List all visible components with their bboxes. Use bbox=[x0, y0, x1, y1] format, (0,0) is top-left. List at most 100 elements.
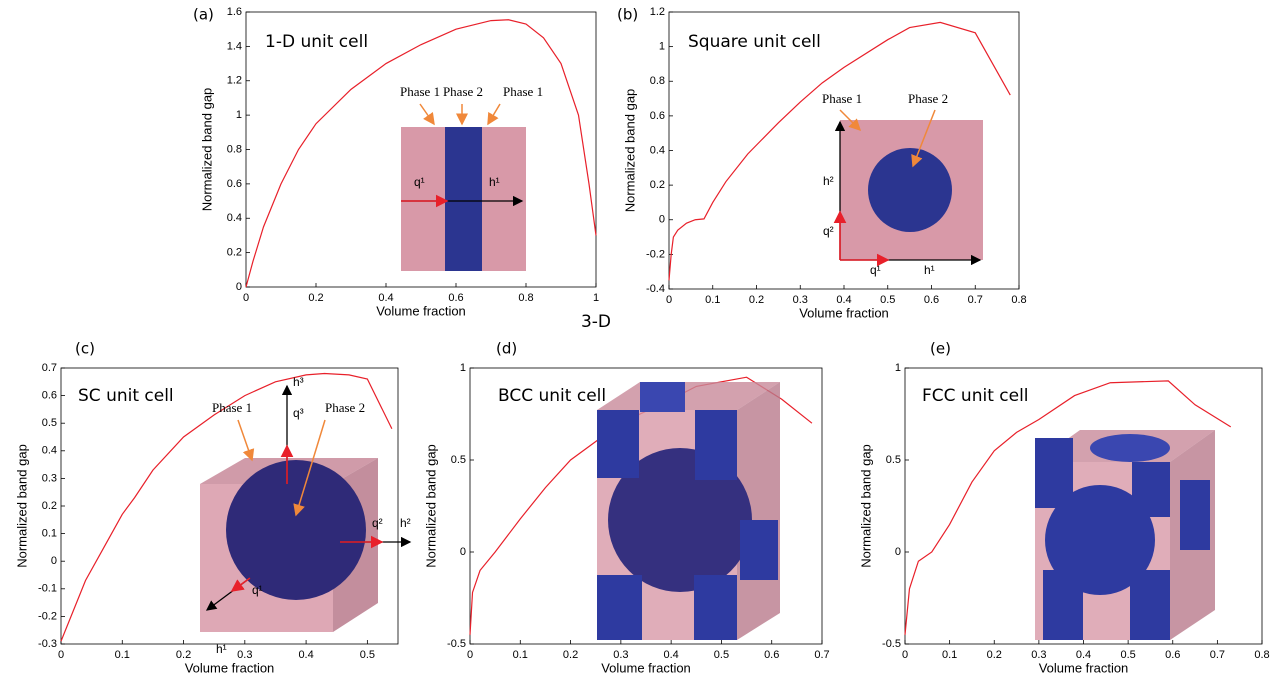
x-tick-label: 0.2 bbox=[749, 294, 764, 306]
y-axis-label: Normalized band gap bbox=[858, 444, 873, 568]
x-axis-label: Volume fraction bbox=[799, 305, 889, 320]
inset-label: q¹ bbox=[252, 583, 263, 597]
inset-a: Phase 1 Phase 2 Phase 1 q¹ h¹ bbox=[400, 84, 543, 271]
inset-d bbox=[597, 382, 780, 640]
x-tick-label: 0.6 bbox=[764, 649, 779, 661]
y-tick-label: -0.3 bbox=[38, 638, 57, 650]
x-tick-label: 0 bbox=[902, 649, 908, 661]
inset-label: q¹ bbox=[414, 175, 425, 189]
x-tick-label: 0.4 bbox=[378, 292, 393, 304]
inset-b: Phase 1 Phase 2 h² q² q¹ h¹ bbox=[822, 91, 983, 277]
inset-label: h² bbox=[400, 516, 411, 530]
x-tick-label: 0.4 bbox=[1076, 649, 1091, 661]
y-tick-label: -0.5 bbox=[447, 638, 466, 650]
x-tick-label: 0.4 bbox=[663, 649, 678, 661]
x-tick-label: 0.3 bbox=[237, 649, 252, 661]
panel-title: SC unit cell bbox=[78, 386, 174, 406]
y-tick-label: 1 bbox=[236, 109, 242, 121]
inset-label: Phase 1 bbox=[503, 84, 543, 99]
data-line bbox=[60, 372, 393, 642]
data-line bbox=[469, 376, 813, 635]
inset-label: h² bbox=[823, 174, 834, 188]
y-tick-label: 0.6 bbox=[42, 390, 57, 402]
y-tick-label: 0.5 bbox=[886, 454, 901, 466]
x-tick-label: 0.1 bbox=[115, 649, 130, 661]
x-tick-label: 0.5 bbox=[1120, 649, 1135, 661]
data-line bbox=[668, 21, 1011, 281]
inset-label: h¹ bbox=[924, 263, 935, 277]
inset-label: Phase 1 bbox=[400, 84, 440, 99]
panel: 0 0.2 0.4 0.6 0.8 1 0 0.2 0.4 0.6 0.8 1 1.2 1.4 1.6 Vol… bbox=[193, 6, 599, 319]
y-tick-label: 0.2 bbox=[42, 500, 57, 512]
x-tick-label: 0.1 bbox=[705, 294, 720, 306]
x-tick-label: 0.6 bbox=[924, 294, 939, 306]
y-tick-label: 1.6 bbox=[227, 6, 242, 18]
y-tick-label: 0.4 bbox=[650, 144, 665, 156]
y-tick-label: 0.5 bbox=[42, 417, 57, 429]
panel: 0 0.1 0.2 0.3 0.4 0.5 -0.3 -0.2 -0.1 0 0.1 0.2 0.3 0.… bbox=[14, 340, 399, 675]
x-tick-label: 0.7 bbox=[814, 649, 829, 661]
panel: 0 0.1 0.2 0.3 0.4 0.5 0.6 0.7 0.8 -0.4 -0.2 0 0.2 0.4… bbox=[617, 6, 1027, 321]
x-tick-label: 0.5 bbox=[880, 294, 895, 306]
inset-label: Phase 2 bbox=[908, 91, 948, 106]
panel-title: FCC unit cell bbox=[922, 386, 1029, 406]
y-tick-label: 1 bbox=[895, 362, 901, 374]
y-tick-label: 0.2 bbox=[650, 179, 665, 191]
x-tick-label: 0.8 bbox=[1254, 649, 1269, 661]
x-tick-label: 0.8 bbox=[518, 292, 533, 304]
y-tick-label: 0 bbox=[460, 546, 466, 558]
inset-label: q³ bbox=[293, 406, 304, 420]
x-axis-label: Volume fraction bbox=[185, 660, 275, 675]
y-tick-label: 0.1 bbox=[42, 528, 57, 540]
y-tick-label: 0 bbox=[659, 214, 665, 226]
x-tick-label: 0.2 bbox=[987, 649, 1002, 661]
x-tick-label: 0.4 bbox=[298, 649, 313, 661]
y-tick-label: 0.4 bbox=[227, 212, 242, 224]
x-tick-label: 0.4 bbox=[836, 294, 851, 306]
panel-label: (a) bbox=[193, 6, 214, 24]
y-tick-label: 0.7 bbox=[42, 362, 57, 374]
y-tick-label: 0 bbox=[895, 546, 901, 558]
inset-label: Phase 2 bbox=[443, 84, 483, 99]
panel-title: 1-D unit cell bbox=[265, 32, 368, 52]
x-tick-label: 0.7 bbox=[968, 294, 983, 306]
y-tick-label: 1 bbox=[659, 41, 665, 53]
x-tick-label: 0 bbox=[243, 292, 249, 304]
x-axis-label: Volume fraction bbox=[601, 660, 691, 675]
x-tick-label: 0 bbox=[666, 294, 672, 306]
inset-label: q² bbox=[372, 516, 383, 530]
x-tick-label: 0.6 bbox=[448, 292, 463, 304]
x-tick-label: 1 bbox=[593, 292, 599, 304]
y-tick-label: 0 bbox=[236, 281, 242, 293]
y-axis-label: Normalized band gap bbox=[622, 89, 637, 213]
y-tick-label: 1.4 bbox=[227, 40, 242, 52]
inset-label: h¹ bbox=[489, 175, 500, 189]
inset-label: Phase 2 bbox=[325, 400, 365, 415]
x-tick-label: 0.1 bbox=[513, 649, 528, 661]
y-tick-label: 0.5 bbox=[451, 454, 466, 466]
panel-label: (b) bbox=[617, 6, 638, 24]
x-tick-label: 0 bbox=[58, 649, 64, 661]
x-tick-label: 0.3 bbox=[793, 294, 808, 306]
y-tick-label: 0.8 bbox=[227, 143, 242, 155]
y-tick-label: 0 bbox=[51, 555, 57, 567]
x-tick-label: 0.7 bbox=[1210, 649, 1225, 661]
x-tick-label: 0.3 bbox=[1031, 649, 1046, 661]
y-axis-label: Normalized band gap bbox=[14, 444, 29, 568]
inset-c: Phase 1 Phase 2 h³ q³ q² h² q¹ h¹ bbox=[200, 375, 412, 656]
data-line bbox=[245, 19, 597, 288]
panel-label: (d) bbox=[496, 340, 517, 358]
inset-label: Phase 1 bbox=[822, 91, 862, 106]
x-tick-label: 0.2 bbox=[308, 292, 323, 304]
y-tick-label: -0.2 bbox=[646, 248, 665, 260]
y-tick-label: 1.2 bbox=[227, 75, 242, 87]
y-tick-label: -0.5 bbox=[882, 638, 901, 650]
x-tick-label: 0 bbox=[467, 649, 473, 661]
y-tick-label: -0.4 bbox=[646, 283, 665, 295]
panel-title: BCC unit cell bbox=[498, 386, 606, 406]
y-tick-label: -0.1 bbox=[38, 583, 57, 595]
y-tick-label: 0.6 bbox=[227, 178, 242, 190]
